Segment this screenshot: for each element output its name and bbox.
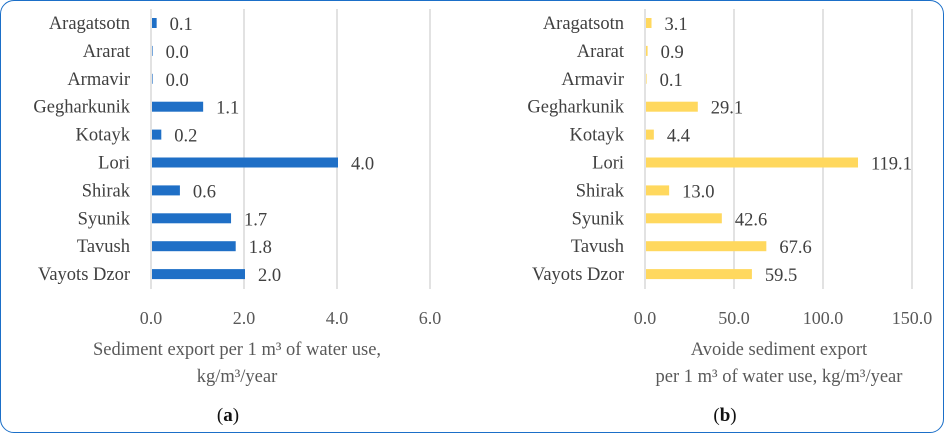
chart-a-data-label: 0.2 — [174, 127, 197, 147]
chart-a-bar — [152, 157, 338, 168]
chart-b-category-label: Gegharkunik — [527, 98, 624, 118]
chart-a-bar — [152, 185, 180, 196]
chart-b-data-label: 0.9 — [661, 43, 684, 63]
chart-b-bar — [646, 185, 670, 196]
chart-a-data-label: 4.0 — [351, 155, 374, 175]
chart-a-data-label: 1.1 — [216, 99, 239, 119]
chart-a-category-label: Tavush — [77, 237, 130, 257]
chart-a-category-label: Gegharkunik — [33, 98, 130, 118]
chart-b-category-label: Aragatsotn — [543, 14, 624, 34]
chart-a-x-tick-label: 2.0 — [233, 308, 256, 328]
chart-b-category-label: Syunik — [572, 209, 625, 229]
chart-a-bar — [152, 269, 245, 280]
chart-b-data-label: 4.4 — [667, 127, 690, 147]
chart-b-bar — [646, 129, 654, 140]
chart-b-x-axis-title: per 1 m³ of water use, kg/m³/year — [656, 367, 903, 387]
chart-b-bar — [646, 73, 647, 84]
chart-b-bar — [646, 101, 698, 112]
chart-a-bar — [152, 241, 236, 252]
chart-b-bar — [646, 45, 648, 56]
chart-a-category-label: Armavir — [67, 70, 130, 90]
chart-a-data-label: 0.0 — [166, 71, 189, 91]
chart-b-data-label: 119.1 — [871, 155, 912, 175]
chart-b-x-axis-title: Avoide sediment export — [691, 340, 868, 360]
chart-a-bar — [152, 18, 157, 28]
chart-a-x-tick-label: 4.0 — [326, 308, 349, 328]
chart-b-category-label: Tavush — [571, 237, 624, 257]
chart-a-data-label: 0.6 — [193, 182, 216, 202]
chart-b-data-label: 67.6 — [779, 238, 811, 258]
chart-b-category-label: Kotayk — [570, 126, 625, 146]
chart-a-bar — [152, 73, 153, 84]
chart-a-data-label: 1.7 — [244, 210, 267, 230]
chart-a-data-label: 1.8 — [249, 238, 272, 258]
chart-b-data-label: 13.0 — [682, 182, 714, 202]
chart-a-data-label: 2.0 — [258, 266, 281, 286]
chart-a-category-label: Ararat — [83, 42, 131, 62]
chart-a-bar — [152, 213, 232, 224]
chart-a-bar — [152, 101, 204, 112]
chart-a-category-label: Aragatsotn — [49, 14, 130, 34]
chart-b-data-label: 42.6 — [735, 210, 767, 230]
chart-b-x-tick-label: 0.0 — [634, 308, 657, 328]
chart-b-bar — [646, 18, 652, 28]
chart-b-data-label: 3.1 — [665, 15, 688, 35]
chart-a-category-label: Vayots Dzor — [38, 265, 130, 285]
chart-b-data-label: 29.1 — [711, 99, 743, 119]
chart-b-category-label: Ararat — [577, 42, 625, 62]
chart-a-caption: (a) — [217, 405, 239, 426]
chart-a-data-label: 0.1 — [170, 15, 193, 35]
chart-a-category-label: Kotayk — [76, 126, 131, 146]
chart-a-category-label: Syunik — [78, 209, 131, 229]
chart-b-bar — [646, 213, 722, 224]
chart-a-bar — [152, 129, 162, 140]
chart-b-bar — [646, 157, 858, 168]
chart-b-category-label: Vayots Dzor — [532, 265, 624, 285]
chart-b-x-tick-label: 150.0 — [892, 308, 933, 328]
chart-a-bar — [152, 45, 153, 56]
chart-a-x-axis-title: kg/m³/year — [197, 367, 278, 387]
chart-b-category-label: Lori — [592, 154, 624, 174]
chart-a-category-label: Shirak — [82, 181, 131, 201]
chart-a-x-tick-label: 0.0 — [140, 308, 163, 328]
chart-b-data-label: 59.5 — [765, 266, 797, 286]
chart-b-caption: (b) — [713, 405, 736, 426]
chart-b-bar — [646, 241, 767, 252]
chart-a-data-label: 0.0 — [166, 43, 189, 63]
chart-b-category-label: Armavir — [561, 70, 624, 90]
chart-b-bar — [646, 269, 752, 280]
chart-a-x-axis-title: Sediment export per 1 m³ of water use, — [93, 340, 381, 360]
chart-a-x-tick-label: 6.0 — [419, 308, 442, 328]
chart-b-data-label: 0.1 — [660, 71, 683, 91]
chart-b-x-tick-label: 100.0 — [803, 308, 844, 328]
chart-b-category-label: Shirak — [576, 181, 625, 201]
chart-a-category-label: Lori — [98, 154, 130, 174]
chart-b-x-tick-label: 50.0 — [718, 308, 750, 328]
